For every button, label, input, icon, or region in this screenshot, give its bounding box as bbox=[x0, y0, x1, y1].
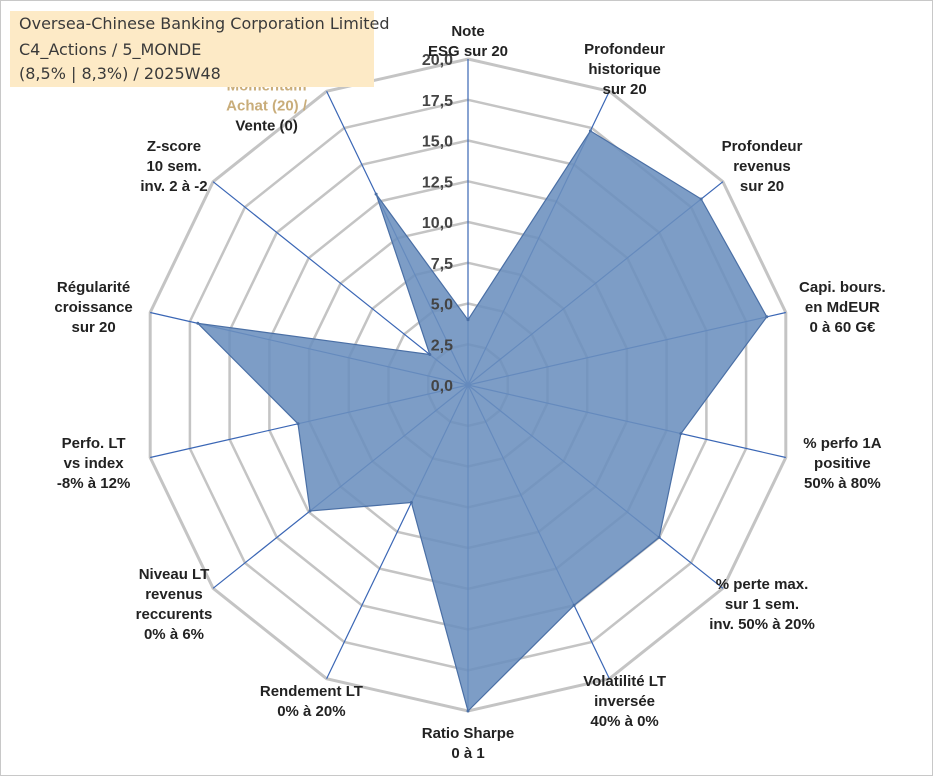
axis-label-line: -8% à 12% bbox=[57, 475, 130, 492]
axis-label-line: % perte max. bbox=[716, 576, 809, 593]
radial-tick-labels: 0,0 2,5 5,0 7,5 10,0 12,5 15,0 17,5 20,0 bbox=[422, 52, 453, 395]
axis-label-line: Perfo. LT bbox=[62, 435, 126, 452]
radar-point bbox=[428, 353, 432, 356]
axis-label-line: inv. 50% à 20% bbox=[709, 616, 815, 633]
axis-label-line: vs index bbox=[64, 455, 125, 472]
radar-point bbox=[308, 509, 312, 513]
axis-label-line: revenus bbox=[145, 586, 203, 603]
axis-label-line: Volatilité LT bbox=[583, 673, 666, 690]
radial-tick-label: 2,5 bbox=[431, 337, 453, 354]
radar-data-area bbox=[196, 129, 769, 713]
axis-label-line: historique bbox=[588, 61, 661, 78]
radial-tick-label: 12,5 bbox=[422, 174, 453, 191]
axis-label-line: % perfo 1A bbox=[803, 435, 882, 452]
radar-point bbox=[196, 321, 200, 325]
axis-labels: Note ESG sur 20 Profondeur historique sur 20… bbox=[54, 23, 885, 762]
axis-label-line: 0 à 60 G€ bbox=[809, 319, 876, 336]
radar-point bbox=[588, 129, 592, 133]
axis-label-line: Profondeur bbox=[722, 138, 803, 155]
radar-point bbox=[409, 501, 413, 504]
axis-label-line: Niveau LT bbox=[139, 566, 210, 583]
axis-label-line: Achat (20) / bbox=[226, 97, 308, 114]
radar-point bbox=[466, 709, 470, 713]
axis-label-line: sur 20 bbox=[71, 319, 115, 336]
axis-label-line: 0% à 20% bbox=[277, 703, 345, 720]
axis-label-line: sur 1 sem. bbox=[725, 596, 799, 613]
chart-subtitle-category: C4_Actions / 5_MONDE bbox=[19, 40, 202, 59]
axis-label-line: Z-score bbox=[147, 138, 201, 155]
axis-label-line: Note bbox=[451, 23, 484, 40]
radar-spoke bbox=[212, 181, 469, 386]
chart-title: Oversea-Chinese Banking Corporation Limi… bbox=[19, 14, 390, 33]
axis-label-line: inversée bbox=[594, 693, 655, 710]
radial-tick-label: 17,5 bbox=[422, 93, 453, 110]
axis-label-line: ESG sur 20 bbox=[428, 43, 508, 60]
axis-label-line: Capi. bours. bbox=[799, 279, 886, 296]
axis-label-line: 10 sem. bbox=[146, 158, 201, 175]
axis-label-line: 0 à 1 bbox=[451, 745, 484, 762]
axis-label-line: 50% à 80% bbox=[804, 475, 881, 492]
axis-label-line: Profondeur bbox=[584, 41, 665, 58]
radar-point bbox=[374, 192, 378, 196]
axis-label-line: inv. 2 à -2 bbox=[140, 178, 207, 195]
axis-label-line: croissance bbox=[54, 299, 132, 316]
radial-tick-label: 7,5 bbox=[431, 256, 453, 273]
radar-point bbox=[699, 197, 703, 201]
axis-label-line: 0% à 6% bbox=[144, 626, 204, 643]
axis-label-line: Régularité bbox=[57, 279, 130, 296]
radar-point bbox=[765, 315, 769, 319]
radial-tick-label: 5,0 bbox=[431, 297, 453, 314]
radar-point bbox=[679, 432, 683, 436]
radial-tick-label: 20,0 bbox=[422, 52, 453, 69]
axis-label-line: Vente (0) bbox=[235, 117, 298, 134]
axis-label-line: revenus bbox=[733, 158, 791, 175]
radar-point bbox=[296, 422, 300, 426]
radar-point bbox=[572, 603, 576, 607]
chart-title-box: Oversea-Chinese Banking Corporation Limi… bbox=[10, 11, 390, 87]
axis-label-line: sur 20 bbox=[602, 81, 646, 98]
radar-area bbox=[196, 130, 768, 713]
radial-tick-label: 0,0 bbox=[431, 378, 453, 395]
radar-point bbox=[466, 318, 470, 322]
radial-tick-label: 15,0 bbox=[422, 134, 453, 151]
axis-label-line: en MdEUR bbox=[805, 299, 880, 316]
axis-label-line: positive bbox=[814, 455, 871, 472]
axis-label-line: 40% à 0% bbox=[590, 713, 658, 730]
axis-label-line: Rendement LT bbox=[260, 683, 363, 700]
radar-point bbox=[657, 535, 661, 539]
axis-label-line: reccurents bbox=[136, 606, 213, 623]
axis-label-line: Ratio Sharpe bbox=[422, 725, 515, 742]
chart-subtitle-stats: (8,5% | 8,3%) / 2025W48 bbox=[19, 64, 221, 83]
radial-tick-label: 10,0 bbox=[422, 215, 453, 232]
axis-label-line: sur 20 bbox=[740, 178, 784, 195]
